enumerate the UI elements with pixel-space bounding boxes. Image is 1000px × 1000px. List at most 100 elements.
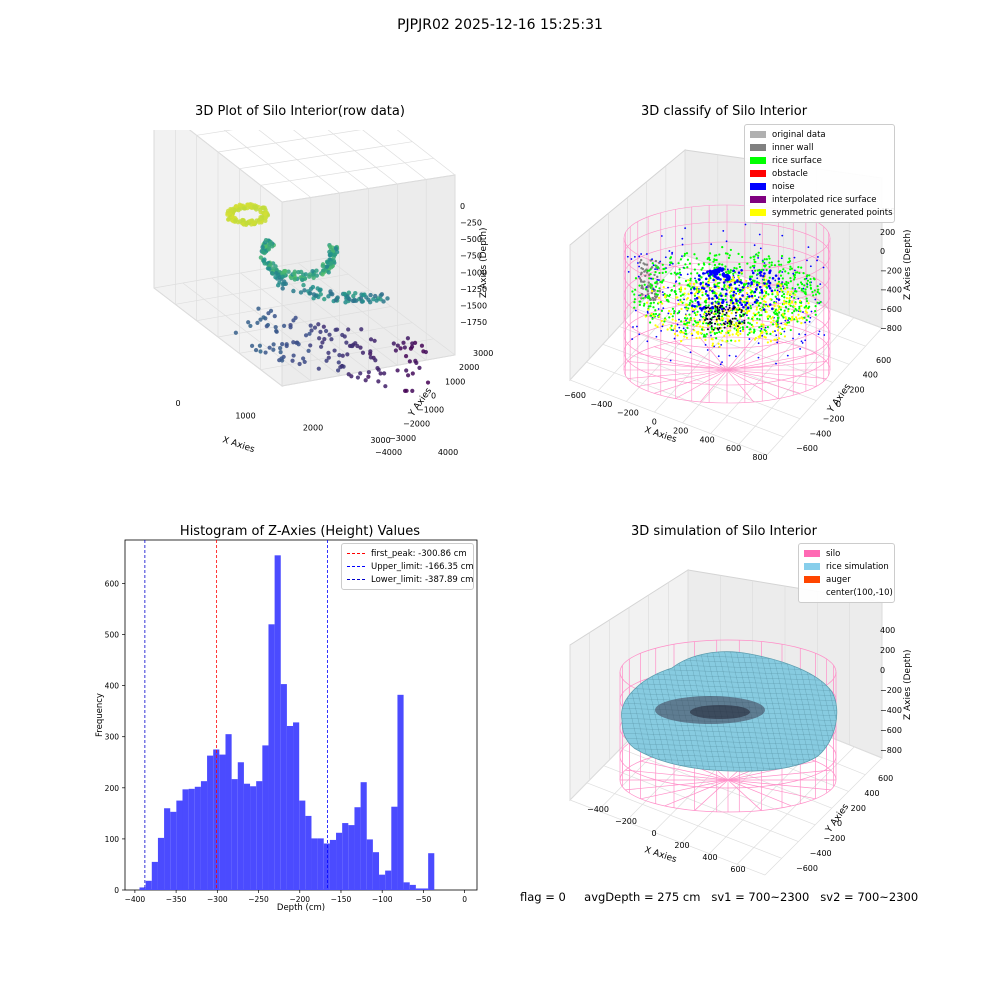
scatter-point bbox=[326, 350, 331, 355]
classified-point bbox=[791, 315, 794, 319]
scatter-point bbox=[346, 290, 352, 295]
scatter-point bbox=[286, 269, 291, 274]
classified-point bbox=[752, 319, 755, 322]
classified-point bbox=[788, 257, 791, 260]
classified-point bbox=[693, 294, 697, 297]
classified-point bbox=[663, 320, 666, 323]
classified-point bbox=[789, 268, 792, 271]
classified-point bbox=[657, 261, 661, 265]
scatter-point bbox=[246, 320, 251, 325]
classified-point bbox=[731, 276, 735, 279]
classified-point bbox=[796, 271, 799, 274]
classified-point bbox=[754, 260, 757, 264]
classified-point bbox=[723, 313, 726, 316]
legend-item-obstacle: obstacle bbox=[750, 167, 889, 180]
classified-point bbox=[712, 312, 716, 315]
classified-point bbox=[706, 294, 709, 297]
histogram-bar bbox=[379, 874, 386, 890]
classified-point bbox=[732, 290, 736, 294]
classified-point bbox=[697, 288, 700, 290]
classified-point bbox=[751, 316, 755, 319]
scatter-point bbox=[366, 374, 371, 379]
classified-point bbox=[757, 257, 759, 259]
classified-point bbox=[673, 310, 676, 313]
classified-point bbox=[646, 296, 650, 299]
figure-title: PJPJR02 2025-12-16 15:25:31 bbox=[397, 17, 603, 33]
classified-point bbox=[762, 264, 766, 267]
classified-point bbox=[761, 306, 764, 309]
legend-patch bbox=[750, 183, 766, 190]
classified-point bbox=[640, 286, 643, 290]
scatter-point bbox=[242, 206, 247, 211]
y-tick-label: −600 bbox=[796, 444, 818, 453]
scatter-point bbox=[290, 358, 295, 363]
classified-point bbox=[753, 255, 756, 258]
legend-patch bbox=[750, 170, 766, 177]
classified-point bbox=[743, 301, 746, 304]
scatter-point bbox=[401, 340, 406, 345]
histogram-bar bbox=[243, 783, 251, 890]
classified-point bbox=[638, 333, 641, 336]
classified-point bbox=[661, 302, 664, 305]
classified-point bbox=[708, 270, 713, 275]
classified-point bbox=[814, 309, 817, 313]
classified-point bbox=[755, 298, 759, 302]
classified-point bbox=[816, 285, 819, 288]
classified-point bbox=[701, 291, 704, 294]
classified-point bbox=[781, 327, 784, 331]
classified-point bbox=[757, 302, 760, 305]
classified-point bbox=[739, 332, 742, 335]
classified-point bbox=[713, 345, 716, 348]
histogram-bar bbox=[176, 800, 183, 890]
classified-point bbox=[789, 328, 792, 332]
classified-point bbox=[755, 283, 759, 287]
classified-point bbox=[693, 317, 696, 320]
classified-point bbox=[788, 259, 792, 263]
classified-point bbox=[794, 316, 798, 319]
classified-point bbox=[778, 271, 781, 274]
classified-point bbox=[776, 292, 779, 296]
histogram-bar bbox=[323, 843, 330, 890]
scatter-point bbox=[372, 338, 377, 343]
classified-point bbox=[653, 295, 657, 298]
classified-point bbox=[738, 265, 742, 269]
classified-point bbox=[786, 290, 790, 293]
z-tick-label: −800 bbox=[880, 324, 902, 333]
classified-point bbox=[693, 287, 696, 290]
classified-point bbox=[683, 292, 686, 295]
scatter-point bbox=[256, 306, 261, 311]
classified-point bbox=[788, 299, 791, 302]
classified-point bbox=[767, 305, 771, 308]
classified-point bbox=[818, 292, 821, 295]
classified-point bbox=[640, 297, 643, 300]
classified-point bbox=[767, 284, 771, 288]
classified-point bbox=[764, 336, 767, 339]
classified-point bbox=[734, 324, 737, 328]
scatter-point bbox=[291, 288, 296, 294]
classified-point bbox=[673, 271, 676, 274]
classified-point bbox=[816, 288, 820, 291]
classified-point bbox=[705, 317, 708, 320]
scatter-point bbox=[248, 218, 253, 224]
classified-point bbox=[803, 278, 806, 281]
classified-point bbox=[796, 320, 799, 323]
classified-point bbox=[760, 291, 764, 294]
classified-point bbox=[691, 304, 694, 308]
classified-point bbox=[728, 334, 731, 337]
scatter-point bbox=[329, 337, 334, 342]
classified-point bbox=[678, 326, 681, 329]
x-tick-label: 200 bbox=[673, 426, 688, 435]
x-tick-label: −200 bbox=[615, 817, 637, 826]
classified-point bbox=[751, 269, 754, 272]
classified-point bbox=[676, 334, 679, 337]
classified-point bbox=[786, 321, 789, 324]
histogram-bar bbox=[194, 786, 201, 890]
classified-point bbox=[700, 328, 704, 331]
scatter-point bbox=[229, 208, 234, 213]
scatter-point bbox=[326, 294, 331, 299]
classified-point bbox=[728, 291, 731, 294]
y-tick-label: 0 bbox=[837, 819, 842, 828]
histogram-bar bbox=[293, 722, 300, 890]
classified-point bbox=[778, 311, 781, 314]
classified-point bbox=[634, 309, 637, 312]
